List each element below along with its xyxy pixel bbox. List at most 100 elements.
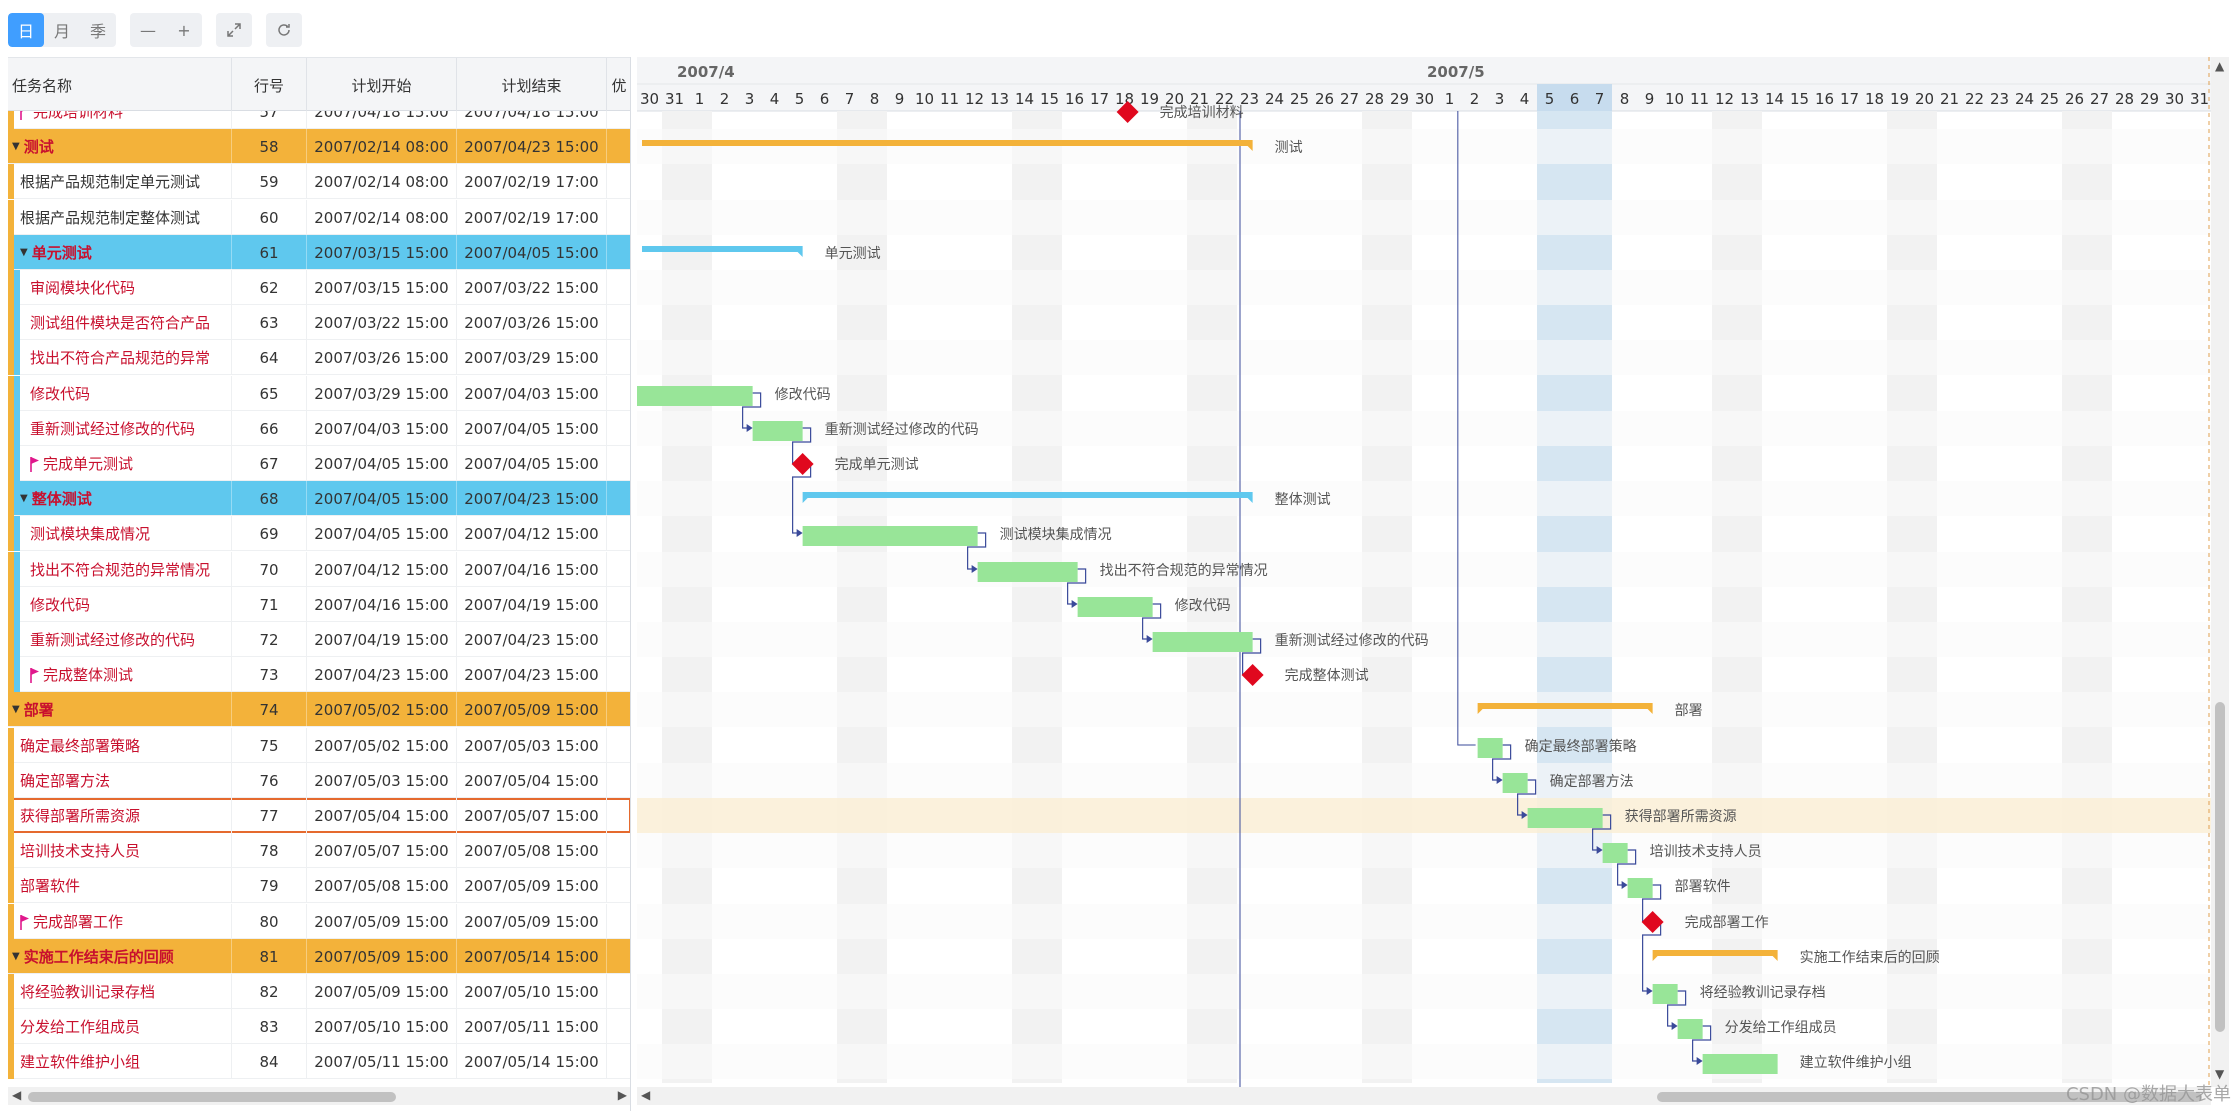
table-row[interactable]: 完成部署工作 80 2007/05/09 15:00 2007/05/09 15:00	[8, 904, 630, 939]
task-name-cell[interactable]: 确定最终部署策略	[8, 728, 232, 763]
row-number-cell: 71	[232, 587, 307, 622]
task-name-cell[interactable]: 部署软件	[8, 868, 232, 903]
chart-scroll-left-icon[interactable]: ◀	[641, 1088, 651, 1102]
table-row[interactable]: 确定部署方法 76 2007/05/03 15:00 2007/05/04 15:00	[8, 763, 630, 798]
day-tick-label: 29	[1390, 90, 1409, 108]
task-name-cell[interactable]: 找出不符合规范的异常情况	[8, 552, 232, 587]
expand-button[interactable]	[216, 13, 252, 47]
task-name-cell[interactable]: ▼ 测试	[8, 129, 232, 164]
collapse-toggle-icon[interactable]: ▼	[20, 493, 28, 504]
col-header-row[interactable]: 行号	[232, 58, 307, 112]
table-row[interactable]: ▼ 部署 74 2007/05/02 15:00 2007/05/09 15:00	[8, 692, 630, 727]
task-name-cell[interactable]: 完成单元测试	[8, 446, 232, 481]
task-name-cell[interactable]: 完成整体测试	[8, 657, 232, 692]
planned-end-cell: 2007/04/23 15:00	[457, 622, 607, 657]
table-row[interactable]: 测试组件模块是否符合产品 63 2007/03/22 15:00 2007/03/26…	[8, 305, 630, 340]
scroll-up-icon[interactable]: ▲	[2215, 59, 2225, 73]
task-name-cell[interactable]: 修改代码	[8, 587, 232, 622]
scroll-left-icon[interactable]: ◀	[12, 1088, 22, 1102]
planned-start-cell: 2007/05/02 15:00	[307, 692, 457, 727]
col-header-name[interactable]: 任务名称	[8, 58, 232, 112]
task-name-text: 确定最终部署策略	[20, 737, 141, 755]
task-name-cell[interactable]: 重新测试经过修改的代码	[8, 411, 232, 446]
table-row[interactable]: 审阅模块化代码 62 2007/03/15 15:00 2007/03/22 15:0…	[8, 270, 630, 305]
table-row[interactable]: ▼ 测试 58 2007/02/14 08:00 2007/04/23 15:00	[8, 129, 630, 164]
refresh-button[interactable]	[266, 13, 302, 47]
bar-label: 部署	[1675, 703, 1703, 719]
task-name-cell[interactable]: 确定部署方法	[8, 763, 232, 798]
task-name-text: 测试	[23, 138, 54, 156]
planned-end-cell: 2007/05/14 15:00	[457, 939, 607, 974]
table-row[interactable]: ▼ 单元测试 61 2007/03/15 15:00 2007/04/05 15:00	[8, 235, 630, 270]
vertical-scroll-thumb[interactable]	[2215, 702, 2225, 1032]
view-quarter-button[interactable]: 季	[89, 22, 106, 41]
col-header-end[interactable]: 计划结束	[457, 58, 607, 112]
task-name-cell[interactable]: 根据产品规范制定单元测试	[8, 164, 232, 199]
table-row[interactable]: 将经验教训记录存档 82 2007/05/09 15:00 2007/05/10 15…	[8, 974, 630, 1009]
col-header-more[interactable]: 优	[611, 76, 627, 95]
task-name-cell[interactable]: 培训技术支持人员	[8, 833, 232, 868]
task-name-cell[interactable]: 分发给工作组成员	[8, 1009, 232, 1044]
table-row[interactable]: 重新测试经过修改的代码 72 2007/04/19 15:00 2007/04/23 …	[8, 622, 630, 657]
task-name-text: 修改代码	[30, 385, 91, 403]
table-row[interactable]: 修改代码 71 2007/04/16 15:00 2007/04/19 15:00	[8, 587, 630, 622]
collapse-toggle-icon[interactable]: ▼	[20, 247, 28, 258]
bar-label: 完成部署工作	[1685, 915, 1769, 931]
table-row[interactable]: 完成培训材料 57 2007/04/18 15:00 2007/04/18 15:00	[8, 111, 630, 129]
chart-horizontal-scrollbar[interactable]: ◀	[637, 1087, 2211, 1105]
view-mode-group: 日 月 季	[8, 13, 116, 47]
table-row[interactable]: 修改代码 65 2007/03/29 15:00 2007/04/03 15:00	[8, 376, 630, 411]
table-row[interactable]: 获得部署所需资源 77 2007/05/04 15:00 2007/05/07 15:…	[8, 798, 630, 833]
collapse-toggle-icon[interactable]: ▼	[12, 141, 20, 152]
view-month-button[interactable]: 月	[53, 22, 70, 41]
zoom-out-button[interactable]: —	[140, 20, 156, 40]
collapse-toggle-icon[interactable]: ▼	[12, 951, 20, 962]
table-row[interactable]: 找出不符合产品规范的异常 64 2007/03/26 15:00 2007/03/29…	[8, 340, 630, 375]
grid-horizontal-scrollbar[interactable]: ◀ ▶	[8, 1087, 630, 1105]
task-name-cell[interactable]: 测试模块集成情况	[8, 516, 232, 551]
task-name-cell[interactable]: 测试组件模块是否符合产品	[8, 305, 232, 340]
collapse-toggle-icon[interactable]: ▼	[12, 704, 20, 715]
zoom-in-button[interactable]: +	[177, 20, 191, 40]
task-name-cell[interactable]: ▼ 单元测试	[8, 235, 232, 270]
table-row[interactable]: 完成整体测试 73 2007/04/23 15:00 2007/04/23 15:00	[8, 657, 630, 692]
task-name-cell[interactable]: 根据产品规范制定整体测试	[8, 200, 232, 235]
task-name-cell[interactable]: 将经验教训记录存档	[8, 974, 232, 1009]
hierarchy-stripe	[8, 340, 20, 375]
scroll-right-icon[interactable]: ▶	[617, 1088, 627, 1102]
task-name-cell[interactable]: 修改代码	[8, 376, 232, 411]
planned-end-cell: 2007/04/23 15:00	[457, 129, 607, 164]
vertical-scrollbar[interactable]: ▲ ▼	[2211, 57, 2229, 1087]
chart-scroll-thumb[interactable]	[1657, 1092, 2202, 1102]
task-name-cell[interactable]: 重新测试经过修改的代码	[8, 622, 232, 657]
task-name-cell[interactable]: ▼ 实施工作结束后的回顾	[8, 939, 232, 974]
table-row[interactable]: 根据产品规范制定整体测试 60 2007/02/14 08:00 2007/02/19…	[8, 200, 630, 235]
task-name-cell[interactable]: 完成部署工作	[8, 904, 232, 939]
task-name-cell[interactable]: 完成培训材料	[8, 111, 232, 129]
day-tick-label: 27	[2090, 90, 2109, 108]
task-name-cell[interactable]: 找出不符合产品规范的异常	[8, 340, 232, 375]
task-name-cell[interactable]: ▼ 整体测试	[8, 481, 232, 516]
table-row[interactable]: 培训技术支持人员 78 2007/05/07 15:00 2007/05/08 15:…	[8, 833, 630, 868]
table-row[interactable]: 重新测试经过修改的代码 66 2007/04/03 15:00 2007/04/05 …	[8, 411, 630, 446]
scroll-down-icon[interactable]: ▼	[2215, 1067, 2225, 1081]
table-row[interactable]: 建立软件维护小组 84 2007/05/11 15:00 2007/05/14 15:…	[8, 1044, 630, 1079]
task-name-cell[interactable]: 建立软件维护小组	[8, 1044, 232, 1079]
col-header-start[interactable]: 计划开始	[307, 58, 457, 112]
highlight-day-header	[1537, 84, 1562, 111]
table-row[interactable]: ▼ 整体测试 68 2007/04/05 15:00 2007/04/23 15:00	[8, 481, 630, 516]
view-day-button[interactable]: 日	[8, 13, 44, 47]
table-row[interactable]: 分发给工作组成员 83 2007/05/10 15:00 2007/05/11 15:…	[8, 1009, 630, 1044]
task-name-cell[interactable]: 审阅模块化代码	[8, 270, 232, 305]
table-row[interactable]: 测试模块集成情况 69 2007/04/05 15:00 2007/04/12 15:…	[8, 516, 630, 551]
table-row[interactable]: ▼ 实施工作结束后的回顾 81 2007/05/09 15:00 2007/05/14 …	[8, 939, 630, 974]
table-row[interactable]: 找出不符合规范的异常情况 70 2007/04/12 15:00 2007/04/16…	[8, 552, 630, 587]
task-name-cell[interactable]: 获得部署所需资源	[8, 798, 232, 833]
table-row[interactable]: 根据产品规范制定单元测试 59 2007/02/14 08:00 2007/02/19…	[8, 164, 630, 199]
task-name-cell[interactable]: ▼ 部署	[8, 692, 232, 727]
table-row[interactable]: 完成单元测试 67 2007/04/05 15:00 2007/04/05 15:00	[8, 446, 630, 481]
table-row[interactable]: 部署软件 79 2007/05/08 15:00 2007/05/09 15:00	[8, 868, 630, 903]
table-row[interactable]: 确定最终部署策略 75 2007/05/02 15:00 2007/05/03 15:…	[8, 728, 630, 763]
task-name-text: 培训技术支持人员	[20, 842, 141, 860]
grid-scroll-thumb[interactable]	[28, 1092, 396, 1102]
